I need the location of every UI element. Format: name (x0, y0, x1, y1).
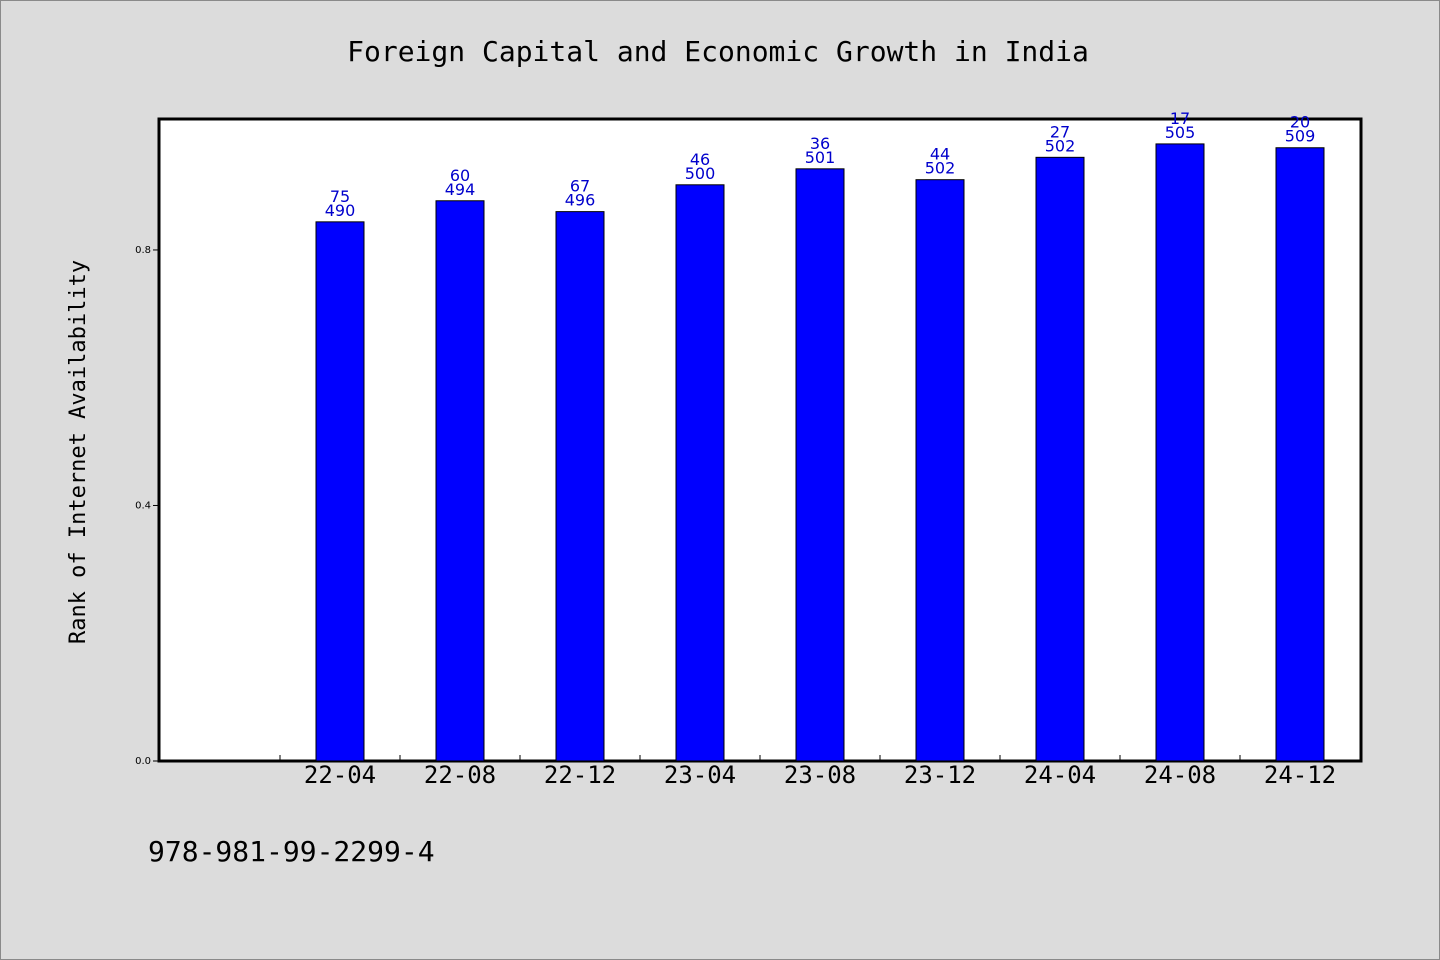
y-tick-label: 0.4 (135, 500, 151, 511)
bar (1035, 156, 1085, 762)
bar (435, 200, 485, 762)
bar (915, 179, 965, 762)
bar-label-top: 67 (570, 177, 590, 196)
bar-label-top: 46 (690, 150, 710, 169)
x-tick-label: 24-04 (1024, 761, 1096, 789)
bar-label-bottom: 501 (805, 148, 836, 167)
x-axis: 22-04 22-08 22-12 23-04 23-08 23-12 24-04 24-08… (279, 755, 1336, 789)
x-tick-label: 22-12 (544, 761, 616, 789)
bar-label-bottom: 496 (565, 191, 596, 210)
bar-label-top: 36 (810, 134, 830, 153)
x-tick-label: 22-08 (424, 761, 496, 789)
chart-title: Foreign Capital and Economic Growth in I… (347, 35, 1089, 68)
y-tick-label: 0.0 (135, 756, 151, 767)
y-axis-label: Rank of Internet Availability (66, 260, 91, 644)
bar (315, 221, 365, 762)
bar-label-bottom: 490 (325, 201, 356, 220)
x-tick-label: 23-12 (904, 761, 976, 789)
isbn-label: 978-981-99-2299-4 (148, 835, 435, 868)
bar-label-bottom: 494 (445, 180, 476, 199)
bar (1155, 143, 1205, 762)
bar-label-bottom: 502 (1045, 136, 1076, 155)
x-tick-label: 24-08 (1144, 761, 1216, 789)
bar-label-top: 60 (450, 166, 470, 185)
bar-label-bottom: 505 (1165, 123, 1196, 142)
bar-label-bottom: 500 (685, 164, 716, 183)
x-tick-label: 23-04 (664, 761, 736, 789)
bar (555, 211, 605, 762)
bar (1275, 147, 1325, 762)
bar (795, 168, 845, 762)
bar-label-top: 20 (1290, 113, 1310, 132)
bar-label-top: 75 (330, 187, 350, 206)
bar-label-bottom: 509 (1285, 127, 1316, 146)
x-tick-label: 23-08 (784, 761, 856, 789)
bar-label-bottom: 502 (925, 159, 956, 178)
bar (675, 184, 725, 762)
bar-label-top: 17 (1170, 109, 1190, 128)
y-axis: 0.0 0.4 0.8 (135, 245, 159, 767)
bar-label-top: 27 (1050, 122, 1070, 141)
y-tick-label: 0.8 (135, 245, 151, 256)
x-tick-label: 24-12 (1264, 761, 1336, 789)
x-tick-label: 22-04 (304, 761, 376, 789)
bar-label-top: 44 (930, 145, 950, 164)
